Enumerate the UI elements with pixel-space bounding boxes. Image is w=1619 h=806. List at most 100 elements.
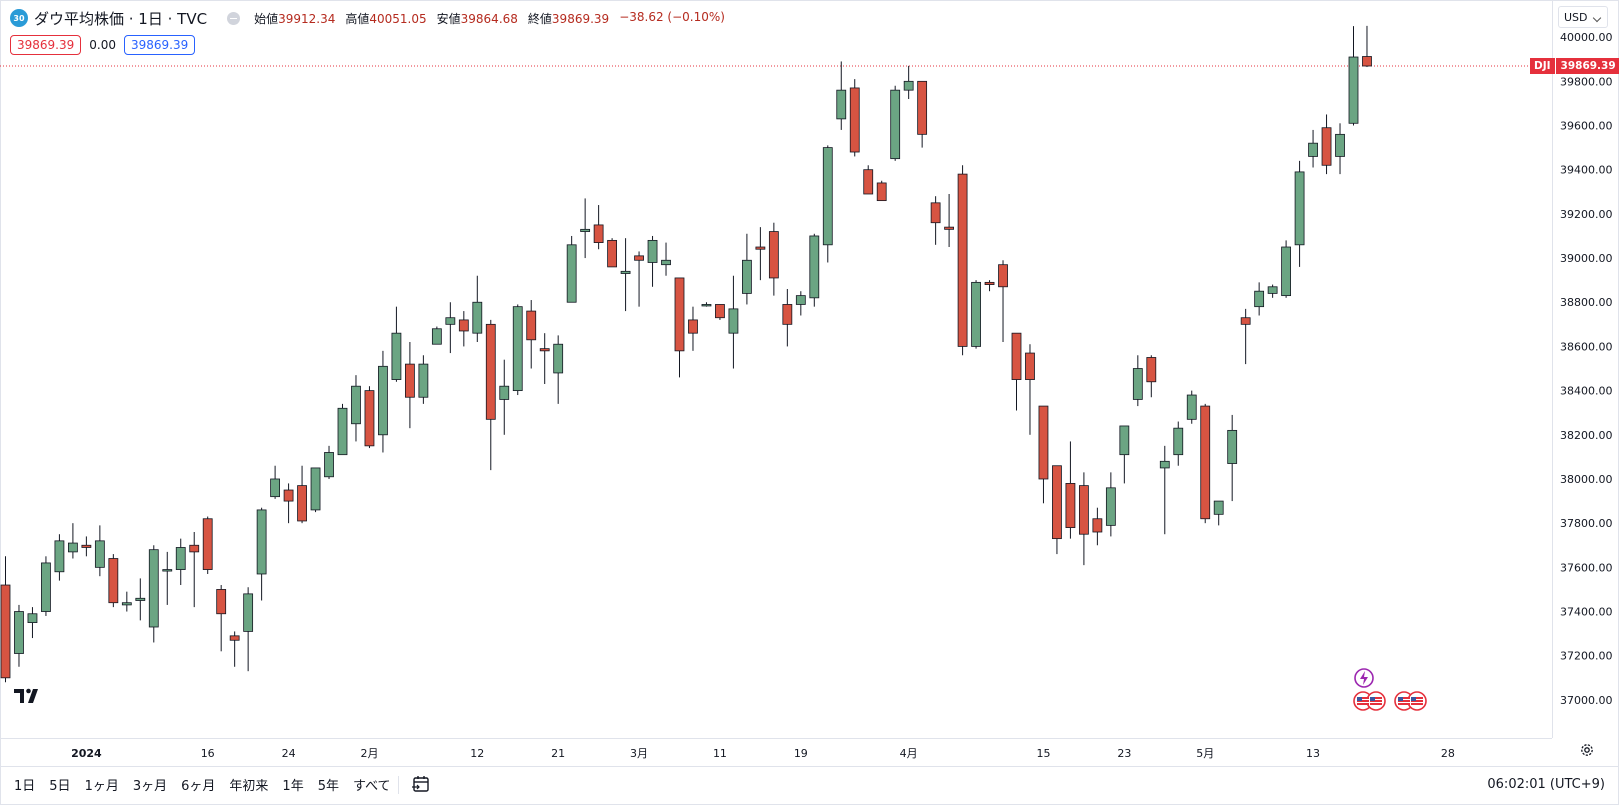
- candle[interactable]: [1065, 441, 1076, 539]
- range-button[interactable]: 5年: [317, 779, 339, 794]
- candle[interactable]: [364, 386, 375, 449]
- candle[interactable]: [135, 578, 146, 621]
- candle[interactable]: [782, 288, 793, 347]
- candle[interactable]: [634, 251, 644, 307]
- candle[interactable]: [647, 235, 658, 287]
- candle[interactable]: [1294, 160, 1305, 267]
- candle[interactable]: [391, 306, 402, 382]
- candle[interactable]: [512, 304, 523, 396]
- go-to-date-calendar-icon[interactable]: [411, 774, 431, 794]
- candle[interactable]: [876, 180, 887, 202]
- candle[interactable]: [310, 467, 321, 513]
- candle[interactable]: [162, 551, 173, 605]
- candle[interactable]: [822, 145, 833, 263]
- candle[interactable]: [148, 545, 159, 643]
- range-button[interactable]: 1年: [282, 779, 304, 794]
- range-button[interactable]: 年初来: [229, 779, 269, 794]
- candle[interactable]: [1267, 284, 1278, 298]
- candle[interactable]: [836, 61, 847, 130]
- time-axis[interactable]: 2024 16 24 2月 12 21 3月 11 19 4月 15 23 5月 13 28: [0, 738, 1552, 767]
- candle[interactable]: [971, 280, 981, 349]
- candle[interactable]: [41, 556, 51, 616]
- candle[interactable]: [755, 227, 766, 281]
- candle[interactable]: [445, 302, 456, 354]
- candle[interactable]: [768, 222, 779, 296]
- settings-gear-icon[interactable]: [1579, 742, 1595, 758]
- candle[interactable]: [742, 233, 752, 305]
- candle[interactable]: [270, 465, 281, 499]
- candle[interactable]: [593, 205, 604, 250]
- candle[interactable]: [1092, 507, 1103, 546]
- candle[interactable]: [1186, 390, 1197, 424]
- candle[interactable]: [351, 375, 361, 442]
- candle[interactable]: [903, 65, 914, 99]
- candle[interactable]: [175, 538, 186, 586]
- candle[interactable]: [809, 233, 820, 307]
- candle[interactable]: [890, 85, 901, 161]
- candle[interactable]: [54, 534, 65, 581]
- candle[interactable]: [1335, 123, 1345, 175]
- candle[interactable]: [1146, 355, 1157, 398]
- candle[interactable]: [485, 319, 496, 471]
- candle[interactable]: [688, 306, 698, 351]
- candle[interactable]: [68, 523, 78, 559]
- candle[interactable]: [607, 238, 617, 268]
- candle[interactable]: [404, 342, 415, 429]
- candle[interactable]: [566, 235, 577, 303]
- candle[interactable]: [27, 607, 38, 639]
- candle[interactable]: [378, 350, 388, 453]
- candle[interactable]: [189, 532, 200, 608]
- candle[interactable]: [458, 311, 469, 347]
- sell-price-button[interactable]: 39869.39: [10, 35, 82, 55]
- tradingview-logo-icon[interactable]: [14, 687, 44, 703]
- candle[interactable]: [728, 275, 739, 369]
- candle[interactable]: [431, 326, 442, 345]
- candle[interactable]: [1362, 25, 1372, 68]
- candle[interactable]: [917, 80, 928, 148]
- candle[interactable]: [297, 465, 307, 524]
- candle[interactable]: [216, 585, 227, 652]
- candle[interactable]: [1119, 425, 1130, 484]
- candle[interactable]: [1038, 405, 1049, 504]
- candle[interactable]: [1213, 500, 1224, 526]
- candle[interactable]: [661, 242, 671, 276]
- candle[interactable]: [957, 165, 968, 356]
- candle[interactable]: [256, 507, 267, 601]
- symbol-title[interactable]: ダウ平均株価 · 1日 · TVC: [34, 9, 208, 28]
- candle[interactable]: [1227, 414, 1238, 502]
- candle[interactable]: [121, 591, 132, 612]
- candle[interactable]: [1308, 129, 1318, 168]
- currency-selector[interactable]: USD: [1558, 6, 1608, 28]
- range-button[interactable]: すべて: [352, 779, 391, 794]
- candle[interactable]: [1254, 282, 1265, 316]
- candle[interactable]: [499, 359, 510, 435]
- candle[interactable]: [1079, 472, 1089, 566]
- candle[interactable]: [944, 193, 954, 248]
- symbol-logo-icon[interactable]: 30: [10, 9, 28, 27]
- candle[interactable]: [108, 554, 119, 608]
- candle[interactable]: [863, 165, 874, 195]
- candle[interactable]: [0, 556, 11, 683]
- candle[interactable]: [243, 587, 254, 672]
- candle[interactable]: [81, 536, 92, 557]
- candle[interactable]: [1173, 421, 1184, 466]
- candle[interactable]: [795, 291, 806, 316]
- candle[interactable]: [202, 516, 213, 574]
- candle[interactable]: [715, 304, 725, 320]
- candle[interactable]: [14, 604, 24, 667]
- candle[interactable]: [553, 335, 564, 404]
- chart-pane[interactable]: 30 ダウ平均株価 · 1日 · TVC 始値39912.34 高値40051.0…: [0, 0, 1552, 738]
- range-button[interactable]: 6ヶ月: [181, 779, 216, 794]
- range-button[interactable]: 3ヶ月: [132, 779, 168, 794]
- candle[interactable]: [1240, 308, 1251, 365]
- candle[interactable]: [998, 260, 1008, 343]
- range-button[interactable]: 1日: [14, 779, 36, 794]
- candlestick-chart[interactable]: [0, 0, 1552, 738]
- candle[interactable]: [1321, 114, 1332, 175]
- candle[interactable]: [620, 238, 631, 312]
- range-button[interactable]: 5日: [49, 779, 71, 794]
- candle[interactable]: [229, 631, 240, 667]
- buy-price-button[interactable]: 39869.39: [123, 35, 196, 55]
- candle[interactable]: [94, 525, 105, 577]
- candle[interactable]: [1159, 445, 1170, 535]
